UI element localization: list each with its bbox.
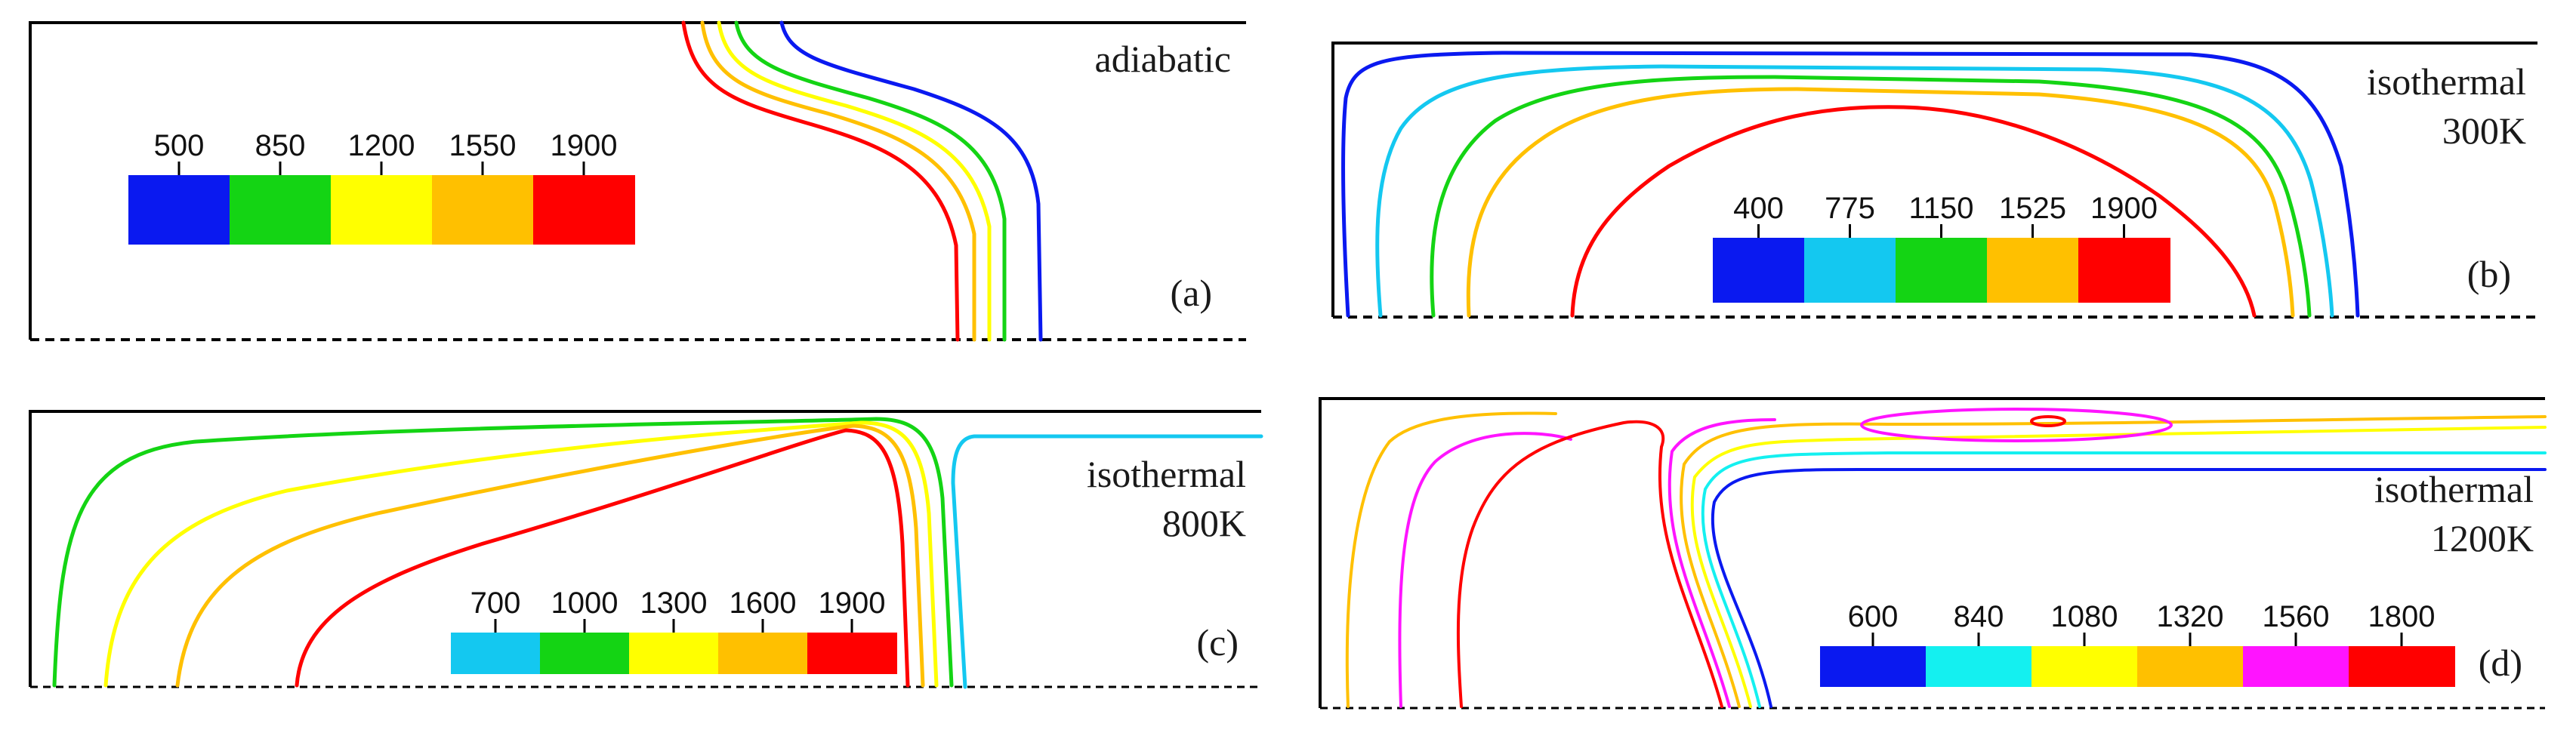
legend-c-swatch: [629, 633, 719, 674]
legend-c-tick-label: 1000: [551, 587, 619, 620]
legend-c-tick-label: 1300: [640, 587, 708, 620]
legend-c-swatch: [807, 633, 897, 674]
panel-c-legend: 700 1000 1300 1600 1900: [451, 587, 897, 674]
contour-c-1600: [175, 423, 925, 688]
contour-d-1800: [1456, 420, 1723, 708]
legend-d-swatch: [1820, 646, 1927, 687]
panel-a-legend: 500 850 1200 1550 1900: [128, 129, 635, 245]
legend-a-swatch: [533, 175, 635, 245]
contour-c-1000: [52, 417, 954, 688]
contour-d-1800-island: [2030, 415, 2066, 427]
legend-a-swatch: [432, 175, 534, 245]
legend-b-tick-label: 1900: [2090, 192, 2158, 225]
contour-c-1300: [103, 420, 939, 688]
legend-d-tick-label: 1560: [2263, 600, 2330, 633]
contour-b-1150: [1430, 75, 2312, 318]
panel-d-letter: (d): [2479, 642, 2522, 684]
panel-d-frame: [1319, 397, 2545, 708]
contour-a-500: [779, 20, 1043, 342]
panel-c-title-line1: isothermal: [1087, 453, 1246, 495]
legend-c-swatch: [451, 633, 541, 674]
panel-c-contours: [52, 417, 1263, 689]
panel-c-frame: [29, 410, 1261, 687]
legend-b-swatch: [2078, 238, 2170, 303]
contour-c-700: [951, 434, 1263, 689]
legend-c-swatch: [540, 633, 630, 674]
legend-d-swatch: [2031, 646, 2138, 687]
panel-b-frame: [1331, 42, 2537, 317]
panel-a-letter: (a): [1171, 272, 1213, 314]
legend-a-swatch: [230, 175, 332, 245]
legend-d-swatch: [1926, 646, 2032, 687]
legend-d-tick-label: 840: [1954, 600, 2004, 633]
legend-a-tick-label: 500: [154, 129, 205, 162]
legend-c-tick-label: 700: [470, 587, 521, 620]
legend-b-tick-label: 400: [1733, 192, 1784, 225]
panel-a-contours: [681, 20, 1043, 342]
panel-b: isothermal 300K (b) 400 775 1150 1525 1900: [1331, 42, 2537, 319]
contour-a-1550: [700, 20, 976, 342]
panel-c-title-line2: 800K: [1162, 502, 1246, 544]
contour-d-1080: [1690, 426, 2547, 708]
legend-d-tick-label: 1800: [2368, 600, 2436, 633]
panel-b-title-line2: 300K: [2442, 109, 2526, 152]
legend-d-swatch: [2137, 646, 2244, 687]
legend-c-swatch: [718, 633, 808, 674]
legend-c-tick-label: 1600: [730, 587, 797, 620]
panel-a: adiabatic (a) 500 850 1200 1550 1900: [29, 20, 1246, 342]
legend-a-tick-label: 850: [255, 129, 306, 162]
legend-b-tick-label: 775: [1825, 192, 1875, 225]
contour-a-850: [734, 20, 1007, 342]
panel-d-contours: [1345, 408, 2547, 708]
panel-b-title-line1: isothermal: [2367, 60, 2526, 103]
legend-b-swatch: [1987, 238, 2079, 303]
panel-a-frame: [29, 21, 1246, 340]
contour-d-1560: [1398, 418, 1776, 708]
contour-d-1560-island: [1860, 408, 2173, 442]
legend-d-swatch: [2349, 646, 2455, 687]
panel-c: isothermal 800K (c) 700 1000 1300 1600 1900: [29, 410, 1263, 689]
contour-d-1320b: [1345, 411, 1557, 708]
contour-b-1900: [1570, 105, 2257, 318]
panel-b-letter: (b): [2467, 253, 2511, 295]
contour-b-1525: [1466, 87, 2295, 318]
legend-b-swatch: [1896, 238, 1988, 303]
legend-b-swatch: [1804, 238, 1896, 303]
panel-d: isothermal 1200K (d) 600 840 1080 1320 1560 1…: [1319, 397, 2547, 710]
panel-a-title: adiabatic: [1095, 38, 1231, 80]
legend-c-tick-label: 1900: [819, 587, 886, 620]
legend-d-tick-label: 1320: [2157, 600, 2224, 633]
legend-d-tick-label: 600: [1848, 600, 1899, 633]
legend-b-tick-label: 1150: [1908, 192, 1973, 225]
panel-d-title-line2: 1200K: [2431, 517, 2534, 559]
contour-b-775: [1375, 64, 2334, 318]
contour-d-600: [1711, 468, 2547, 708]
legend-a-tick-label: 1550: [449, 129, 517, 162]
legend-d-swatch: [2243, 646, 2349, 687]
contour-a-1200: [717, 20, 992, 342]
panel-b-legend: 400 775 1150 1525 1900: [1713, 192, 2170, 303]
contour-b-400: [1341, 51, 2360, 318]
contour-d-1320: [1680, 415, 2547, 708]
legend-b-tick-label: 1525: [1999, 192, 2066, 225]
panel-c-letter: (c): [1197, 621, 1239, 664]
legend-a-swatch: [331, 175, 433, 245]
legend-a-swatch: [128, 175, 230, 245]
legend-d-tick-label: 1080: [2051, 600, 2118, 633]
panel-d-title-line1: isothermal: [2374, 468, 2534, 510]
contour-a-1900: [681, 20, 960, 342]
panel-b-contours: [1341, 51, 2360, 318]
legend-b-swatch: [1713, 238, 1805, 303]
legend-a-tick-label: 1200: [348, 129, 415, 162]
legend-a-tick-label: 1900: [551, 129, 618, 162]
panel-d-legend: 600 840 1080 1320 1560 1800: [1820, 600, 2455, 687]
contour-d-840: [1701, 451, 2547, 708]
contour-c-1900: [295, 428, 910, 688]
